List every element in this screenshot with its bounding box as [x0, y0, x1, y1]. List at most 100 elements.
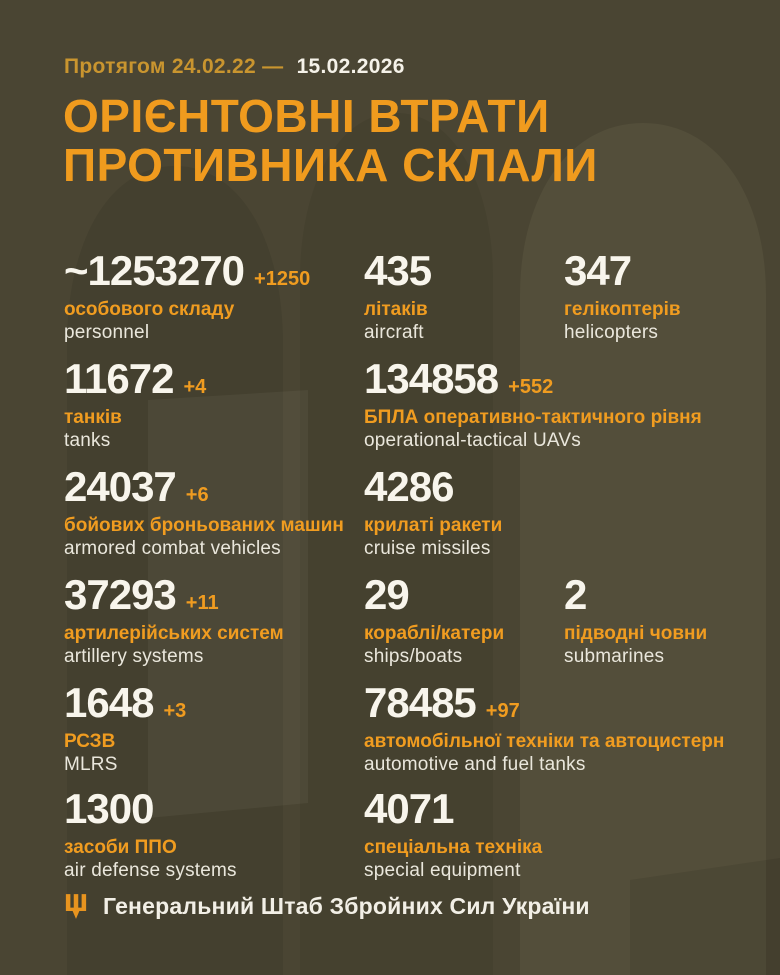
stat-aircraft: 435 літаків aircraft — [364, 250, 564, 344]
stat-label-en: tanks — [64, 430, 111, 451]
stat-label-ua: бойових броньованих машин — [64, 515, 344, 536]
stat-personnel: ~1253270 +1250 особового складу personne… — [64, 250, 364, 344]
stat-value: ~1253270 — [64, 247, 245, 294]
stat-value-line: 1300 — [64, 788, 364, 830]
stat-delta: +97 — [485, 700, 520, 722]
stat-label-en: personnel — [64, 322, 150, 343]
stat-value-line: 11672 +4 — [64, 358, 364, 400]
shell-highlight-band — [148, 390, 308, 818]
stat-special-equipment: 4071 спеціальна техніка special equipmen… — [364, 788, 542, 882]
period-end-date: 15.02.2026 — [296, 55, 405, 78]
stat-uavs: 134858 +552 БПЛА оперативно-тактичного р… — [364, 358, 702, 452]
stat-delta: +552 — [508, 376, 554, 398]
ukraine-trident-icon — [65, 894, 87, 919]
stat-value-line: 1648 +3 — [64, 682, 364, 724]
stat-label-ua: БПЛА оперативно-тактичного рівня — [364, 407, 702, 428]
stat-label-ua: артилерійських систем — [64, 623, 284, 644]
stats-row-6: 1300 засоби ППО air defense systems 4071… — [64, 788, 542, 882]
stat-label-en: aircraft — [364, 322, 424, 343]
stat-label-ua: РСЗВ — [64, 731, 116, 752]
stat-value-line: 347 — [564, 250, 681, 292]
footer: Генеральний Штаб Збройних Сил України — [64, 893, 590, 920]
bottom-right-shade — [630, 858, 780, 975]
stat-cruise-missiles: 4286 крилаті ракети cruise missiles — [364, 466, 502, 560]
page-title-line2: ПРОТИВНИКА СКЛАЛИ — [63, 138, 598, 191]
stat-value-line: ~1253270 +1250 — [64, 250, 364, 292]
stat-value-line: 2 — [564, 574, 707, 616]
stats-row-4: 37293 +11 артилерійських систем artiller… — [64, 574, 707, 668]
page-title-line1: ОРІЄНТОВНІ ВТРАТИ — [63, 90, 550, 142]
stat-ships: 29 кораблі/катери ships/boats — [364, 574, 564, 668]
stat-value: 347 — [564, 247, 632, 294]
stat-label-ua: гелікоптерів — [564, 299, 681, 320]
stat-value-line: 29 — [364, 574, 564, 616]
stat-label-ua: кораблі/катери — [364, 623, 505, 644]
stat-delta: +11 — [185, 592, 219, 614]
stat-delta: +1250 — [254, 268, 311, 290]
stat-automotive: 78485 +97 автомобільної техніки та автоц… — [364, 682, 724, 776]
stat-label-en: helicopters — [564, 322, 659, 343]
stat-value: 1648 — [64, 679, 154, 726]
stat-label-ua: підводні човни — [564, 623, 708, 644]
stat-label-ua: танків — [64, 407, 122, 428]
shell-silhouette-left — [67, 166, 283, 975]
stat-value-line: 4286 — [364, 466, 502, 508]
stat-value: 37293 — [64, 571, 177, 618]
stat-delta: +3 — [163, 700, 187, 722]
stat-value: 2 — [564, 571, 587, 618]
stat-air-defense: 1300 засоби ППО air defense systems — [64, 788, 364, 882]
stats-row-2: 11672 +4 танків tanks 134858 +552 БПЛА о… — [64, 358, 702, 452]
stat-value-line: 435 — [364, 250, 564, 292]
shell-silhouette-right — [520, 123, 766, 975]
stat-label-ua: автомобільної техніки та автоцистерн — [364, 731, 725, 752]
stat-delta: +6 — [185, 484, 209, 506]
stat-label-ua: особового складу — [64, 299, 235, 320]
stat-label-en: ships/boats — [364, 646, 463, 667]
stat-label-en: submarines — [564, 646, 665, 667]
footer-source-text: Генеральний Штаб Збройних Сил України — [103, 893, 590, 919]
stat-value: 78485 — [364, 679, 477, 726]
stat-value: 4071 — [364, 785, 454, 832]
stat-value: 435 — [364, 247, 432, 294]
stats-row-3: 24037 +6 бойових броньованих машин armor… — [64, 466, 502, 560]
stat-value: 24037 — [64, 463, 177, 510]
stat-value: 1300 — [64, 785, 154, 832]
stat-label-en: air defense systems — [64, 860, 237, 881]
stat-helicopters: 347 гелікоптерів helicopters — [564, 250, 681, 344]
stat-delta: +4 — [183, 376, 207, 398]
stat-label-ua: літаків — [364, 299, 428, 320]
stat-value-line: 4071 — [364, 788, 542, 830]
stat-label-en: automotive and fuel tanks — [364, 754, 586, 775]
stat-mlrs: 1648 +3 РСЗВ MLRS — [64, 682, 364, 776]
stat-value-line: 24037 +6 — [64, 466, 364, 508]
stats-row-1: ~1253270 +1250 особового складу personne… — [64, 250, 681, 344]
stat-value: 4286 — [364, 463, 454, 510]
stat-label-en: cruise missiles — [364, 538, 491, 559]
stat-label-ua: крилаті ракети — [364, 515, 503, 536]
stat-label-en: operational-tactical UAVs — [364, 430, 581, 451]
page-title: ОРІЄНТОВНІ ВТРАТИ ПРОТИВНИКА СКЛАЛИ — [63, 92, 598, 190]
stat-label-ua: засоби ППО — [64, 837, 177, 858]
stat-value: 29 — [364, 571, 410, 618]
report-period: Протягом 24.02.22 — 15.02.2026 — [64, 55, 405, 79]
period-range-label: Протягом 24.02.22 — — [64, 55, 284, 78]
stat-value: 11672 — [64, 355, 174, 402]
stat-value: 134858 — [364, 355, 499, 402]
stat-submarines: 2 підводні човни submarines — [564, 574, 707, 668]
stat-value-line: 37293 +11 — [64, 574, 364, 616]
stat-label-en: special equipment — [364, 860, 521, 881]
stat-label-en: armored combat vehicles — [64, 538, 281, 559]
shell-silhouette-center — [300, 113, 493, 975]
stats-row-5: 1648 +3 РСЗВ MLRS 78485 +97 автомобільно… — [64, 682, 724, 776]
stat-artillery: 37293 +11 артилерійських систем artiller… — [64, 574, 364, 668]
stat-value-line: 134858 +552 — [364, 358, 702, 400]
stat-tanks: 11672 +4 танків tanks — [64, 358, 364, 452]
stat-value-line: 78485 +97 — [364, 682, 724, 724]
stat-label-ua: спеціальна техніка — [364, 837, 543, 858]
stat-label-en: MLRS — [64, 754, 118, 775]
stat-armored-vehicles: 24037 +6 бойових броньованих машин armor… — [64, 466, 364, 560]
stat-label-en: artillery systems — [64, 646, 204, 667]
